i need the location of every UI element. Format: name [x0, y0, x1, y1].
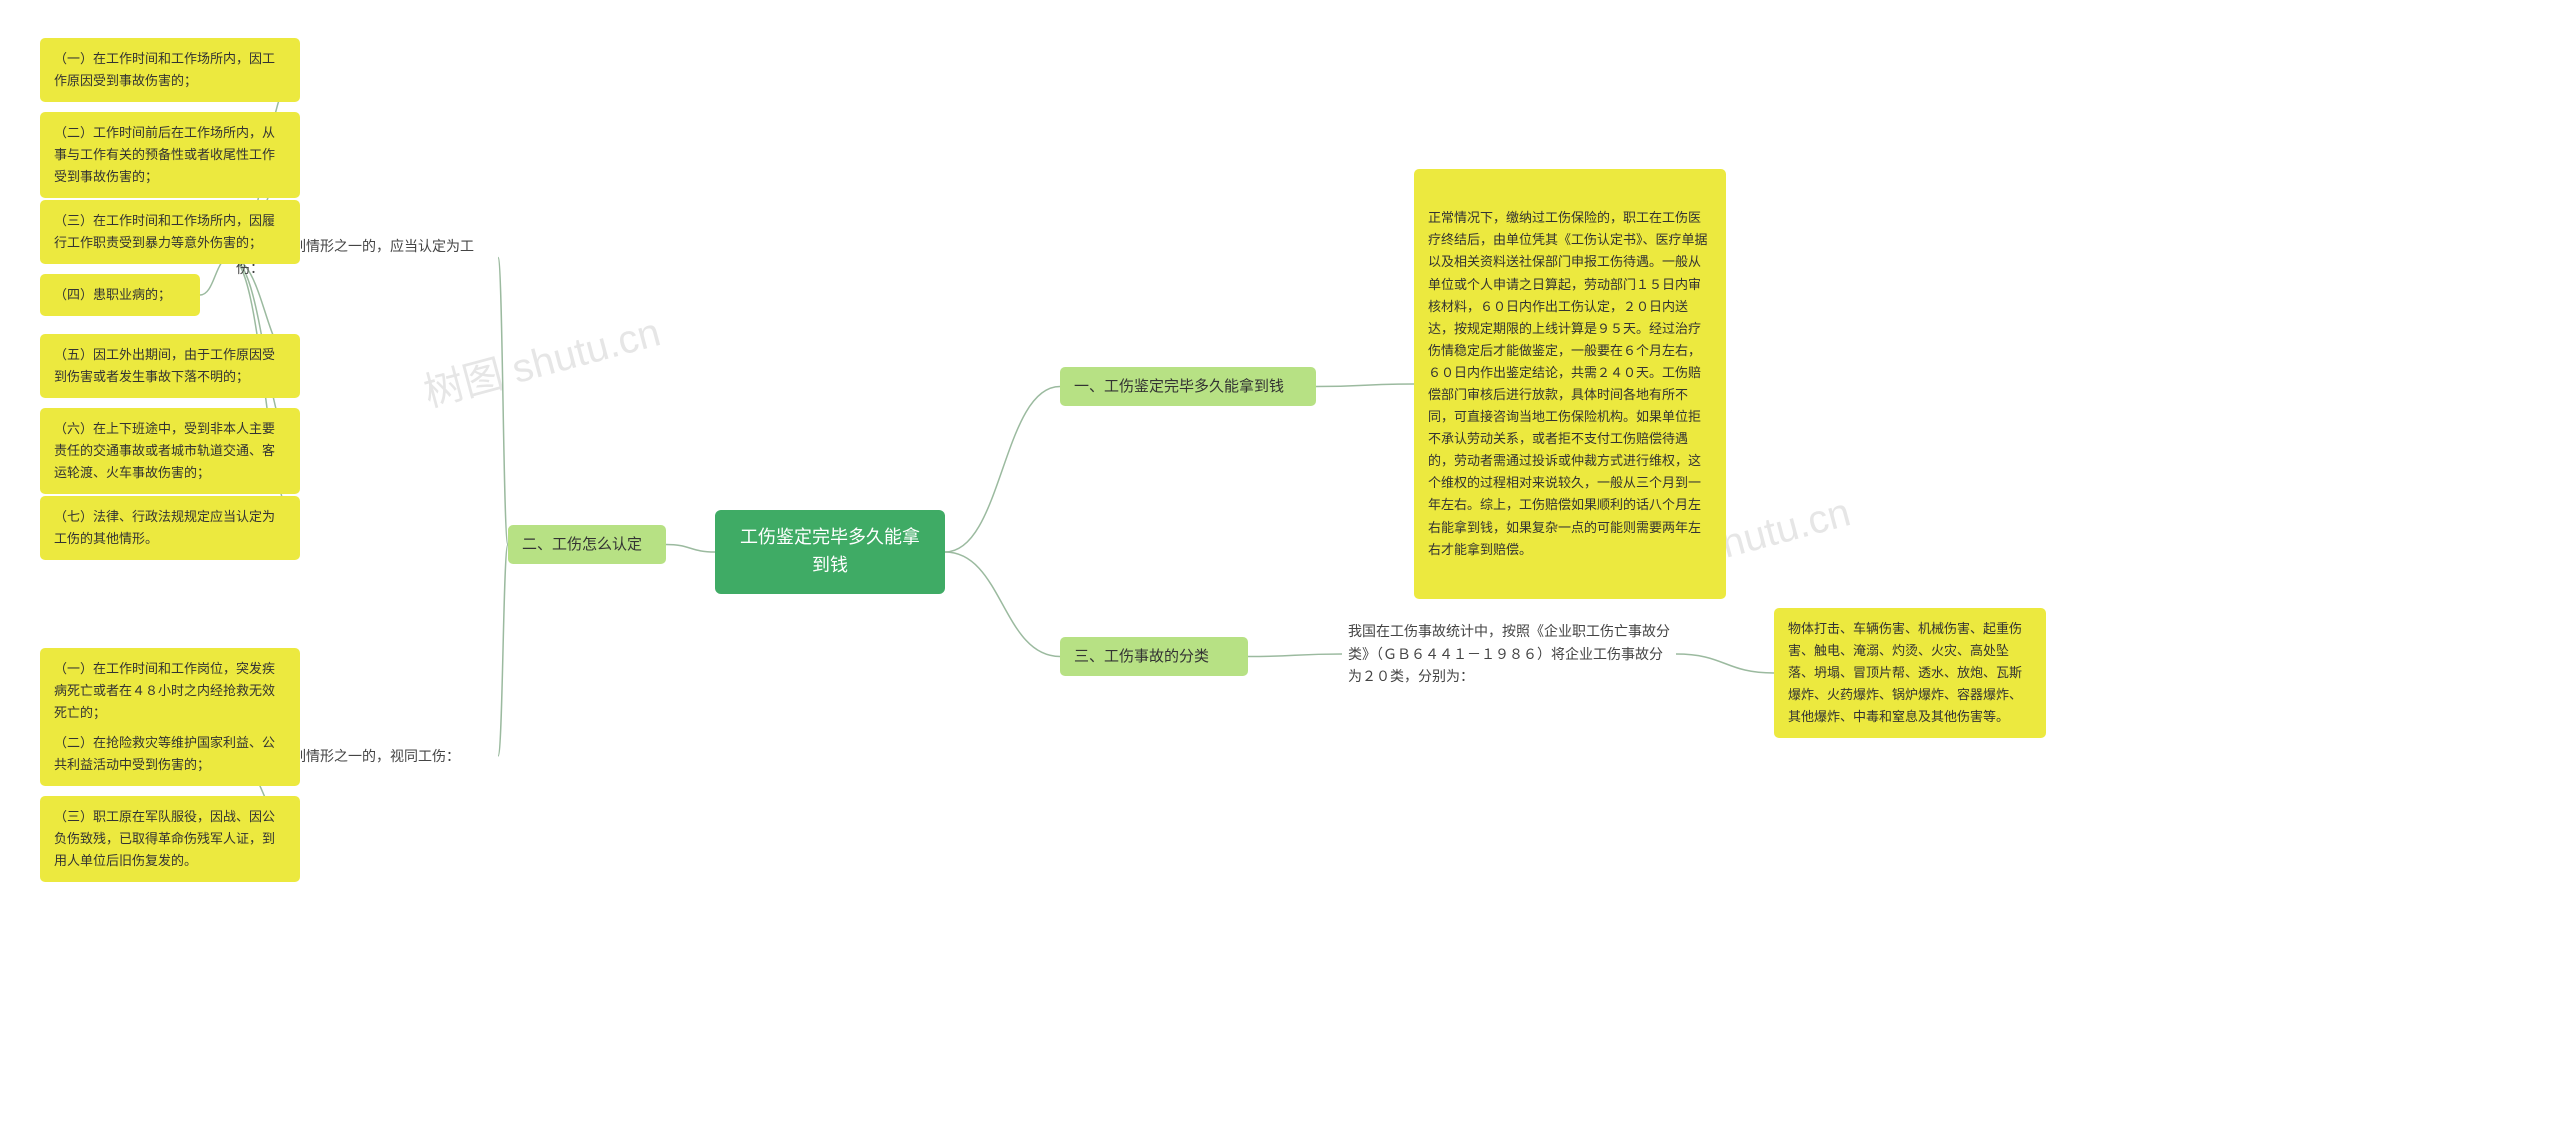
branch2-group1-item: （六）在上下班途中，受到非本人主要责任的交通事故或者城市轨道交通、客运轮渡、火车…	[40, 408, 300, 494]
branch2-label: 二、工伤怎么认定	[522, 533, 642, 556]
branch3-desc-text: 我国在工伤事故统计中，按照《企业职工伤亡事故分类》（ＧＢ６４４１－１９８６）将企…	[1348, 620, 1670, 687]
branch3-desc: 我国在工伤事故统计中，按照《企业职工伤亡事故分类》（ＧＢ６４４１－１９８６）将企…	[1342, 615, 1676, 693]
branch1-detail-text: 正常情况下，缴纳过工伤保险的，职工在工伤医疗终结后，由单位凭其《工伤认定书》、医…	[1428, 207, 1712, 561]
root-node: 工伤鉴定完毕多久能拿到钱	[715, 510, 945, 594]
root-label: 工伤鉴定完毕多久能拿到钱	[733, 524, 927, 580]
branch2-group1-item: （三）在工作时间和工作场所内，因履行工作职责受到暴力等意外伤害的；	[40, 200, 300, 264]
branch3-node: 三、工伤事故的分类	[1060, 637, 1248, 676]
watermark-text: 树图 shutu.cn	[417, 300, 666, 419]
branch2-group2-item: （三）职工原在军队服役，因战、因公负伤致残，已取得革命伤残军人证，到用人单位后旧…	[40, 796, 300, 882]
connector-lines	[0, 0, 2560, 1137]
branch2-group1-item: （七）法律、行政法规规定应当认定为工伤的其他情形。	[40, 496, 300, 560]
branch1-label: 一、工伤鉴定完毕多久能拿到钱	[1074, 375, 1284, 398]
branch3-detail-text: 物体打击、车辆伤害、机械伤害、起重伤害、触电、淹溺、灼烫、火灾、高处坠落、坍塌、…	[1788, 618, 2032, 728]
branch2-group2-item: （二）在抢险救灾等维护国家利益、公共利益活动中受到伤害的；	[40, 722, 300, 786]
branch2-group1-item: （四）患职业病的；	[40, 274, 200, 316]
branch2-node: 二、工伤怎么认定	[508, 525, 666, 564]
branch1-node: 一、工伤鉴定完毕多久能拿到钱	[1060, 367, 1316, 406]
branch2-group1-item: （二）工作时间前后在工作场所内，从事与工作有关的预备性或者收尾性工作受到事故伤害…	[40, 112, 300, 198]
branch2-group1-item: （五）因工外出期间，由于工作原因受到伤害或者发生事故下落不明的；	[40, 334, 300, 398]
branch3-detail: 物体打击、车辆伤害、机械伤害、起重伤害、触电、淹溺、灼烫、火灾、高处坠落、坍塌、…	[1774, 608, 2046, 738]
branch2-group1-item: （一）在工作时间和工作场所内，因工作原因受到事故伤害的；	[40, 38, 300, 102]
branch1-detail: 正常情况下，缴纳过工伤保险的，职工在工伤医疗终结后，由单位凭其《工伤认定书》、医…	[1414, 169, 1726, 599]
branch3-label: 三、工伤事故的分类	[1074, 645, 1209, 668]
